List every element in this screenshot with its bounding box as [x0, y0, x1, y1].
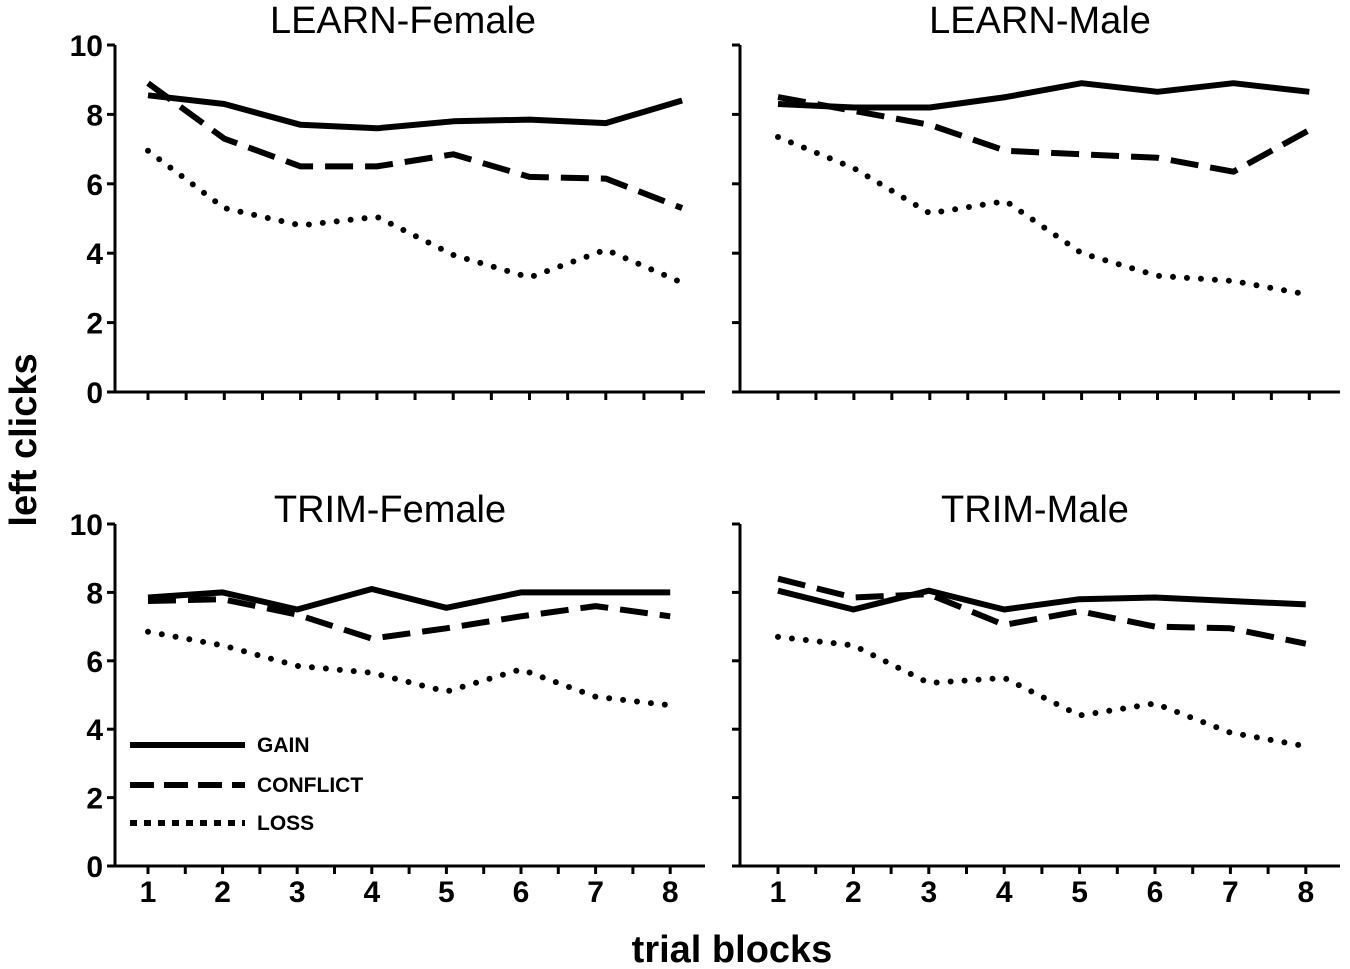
x-axis-title: trial blocks	[632, 929, 833, 969]
y-tick-label: 2	[86, 308, 103, 341]
y-tick-label: 10	[70, 509, 103, 542]
x-tick-label: 1	[770, 876, 787, 909]
series-line-conflict-trim-male	[777, 575, 1307, 647]
x-tick-label: 5	[438, 876, 455, 909]
series-line-gain-learn-male	[777, 80, 1310, 111]
x-tick-label: 7	[1222, 876, 1239, 909]
y-tick-label: 4	[86, 714, 103, 747]
x-tick-label: 6	[1147, 876, 1164, 909]
series-line-gain-trim-male	[777, 587, 1306, 613]
x-tick-label: 2	[214, 876, 231, 909]
legend-label-gain: GAIN	[257, 734, 310, 757]
panel-title-trim-female: TRIM-Female	[274, 489, 506, 531]
series-line-loss-trim-female	[145, 628, 674, 709]
series-line-conflict-trim-female	[147, 596, 671, 642]
panel-learn-female: 0 2 4 6 8 10	[70, 30, 705, 410]
x-tick-label: 8	[1297, 876, 1314, 909]
panel-title-trim-male: TRIM-Male	[941, 489, 1129, 531]
y-tick-label: 10	[70, 30, 103, 63]
series-line-loss-trim-male	[775, 633, 1309, 750]
legend: GAIN CONFLICT LOSS	[130, 734, 363, 835]
y-tick-label: 2	[86, 783, 103, 816]
x-tick-label: 1	[140, 876, 157, 909]
y-tick-label: 6	[86, 169, 103, 202]
y-axis-title: left clicks	[3, 353, 45, 526]
panel-title-learn-male: LEARN-Male	[929, 0, 1151, 42]
x-tick-label: 6	[513, 876, 530, 909]
x-tick-label: 5	[1071, 876, 1088, 909]
legend-label-loss: LOSS	[257, 812, 314, 835]
x-tick-label: 2	[845, 876, 862, 909]
y-tick-label: 6	[86, 646, 103, 679]
legend-label-conflict: CONFLICT	[257, 774, 363, 797]
panel-title-learn-female: LEARN-Female	[270, 0, 536, 42]
x-tick-label: 4	[363, 876, 380, 909]
series-line-gain-trim-female	[147, 586, 671, 613]
y-tick-label: 4	[86, 238, 103, 271]
y-tick-label: 8	[86, 99, 103, 132]
y-tick-label: 8	[86, 577, 103, 610]
panel-learn-male	[732, 43, 1340, 400]
x-tick-label: 8	[662, 876, 679, 909]
y-tick-label: 0	[86, 377, 103, 410]
series-line-gain-learn-female	[147, 92, 683, 132]
y-tick-label: 0	[86, 851, 103, 884]
panel-trim-male: 1 2 3 4 5 6 7 8	[732, 522, 1340, 909]
x-tick-label: 3	[289, 876, 306, 909]
x-tick-label: 3	[920, 876, 937, 909]
series-line-conflict-learn-female	[146, 80, 684, 211]
x-tick-label: 7	[587, 876, 604, 909]
x-tick-label: 4	[996, 876, 1013, 909]
series-line-loss-learn-female	[145, 147, 686, 286]
series-line-loss-learn-male	[775, 134, 1313, 298]
series-line-conflict-learn-male	[777, 94, 1311, 175]
